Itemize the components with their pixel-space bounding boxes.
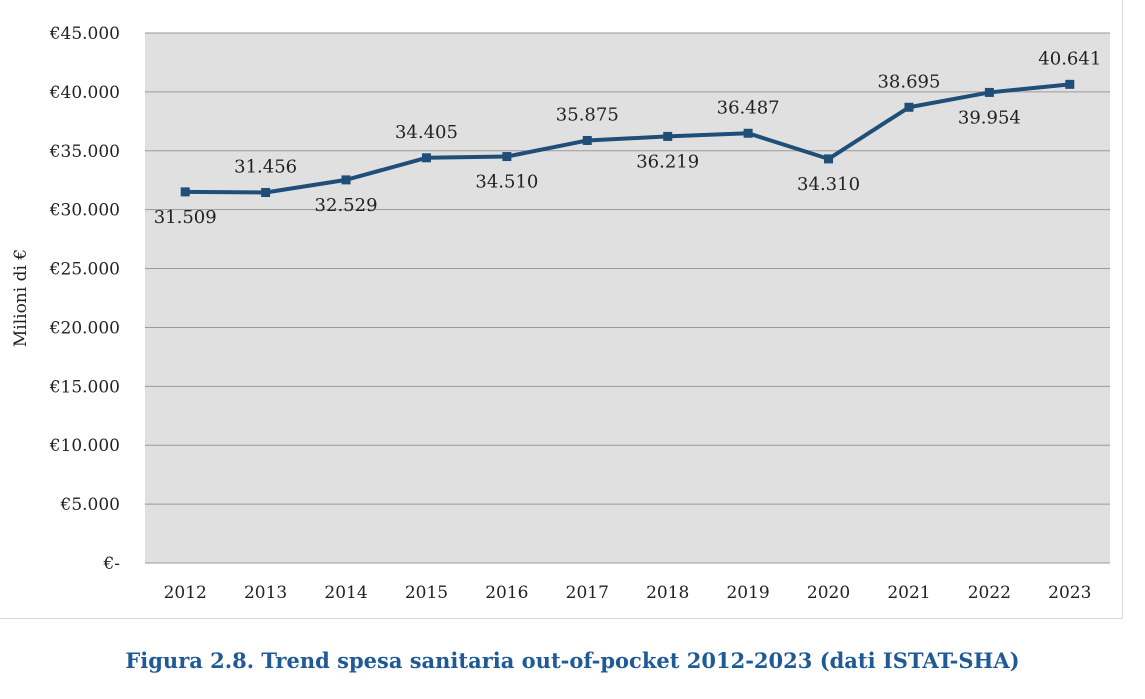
y-tick-label: €30.000 (49, 201, 120, 221)
y-axis-ticks: €- €5.000 €10.000 €15.000 €20.000 €25.000 €30.… (49, 24, 120, 574)
data-point-marker (1065, 79, 1075, 89)
y-tick-label: €40.000 (49, 83, 120, 103)
data-point-marker (582, 135, 592, 145)
y-tick-label: €35.000 (49, 142, 120, 162)
x-tick-label: 2014 (324, 583, 367, 603)
data-label: 34.510 (475, 172, 538, 193)
line-chart: €- €5.000 €10.000 €15.000 €20.000 €25.000 €30.… (11, 24, 1110, 603)
y-tick-label: €- (102, 554, 120, 574)
data-label: 38.695 (877, 71, 940, 92)
y-tick-label: €25.000 (49, 260, 120, 280)
series-layer: 31.509 31.456 32.529 34.405 34.510 35.875 36.2… (154, 48, 1102, 228)
data-point-marker (341, 175, 351, 185)
x-tick-label: 2012 (164, 583, 207, 603)
data-point-marker (502, 152, 512, 162)
y-axis-label: Milioni di € (11, 249, 31, 347)
data-point-marker (824, 154, 834, 164)
y-tick-label: €5.000 (60, 495, 120, 515)
data-point-marker (663, 131, 673, 141)
x-tick-label: 2013 (244, 583, 287, 603)
y-tick-label: €20.000 (49, 318, 120, 338)
series-line (185, 82, 1070, 195)
data-point-marker (180, 187, 190, 197)
data-label: 31.456 (234, 157, 297, 178)
data-point-marker (261, 188, 271, 198)
data-point-marker (984, 87, 994, 97)
data-label: 36.487 (717, 97, 780, 118)
data-label: 31.509 (154, 207, 217, 228)
data-label: 39.954 (958, 107, 1021, 128)
y-tick-label: €45.000 (49, 24, 120, 44)
chart-frame: €- €5.000 €10.000 €15.000 €20.000 €25.000 €30.… (0, 0, 1123, 619)
data-label: 36.219 (636, 151, 699, 172)
data-label: 35.875 (556, 104, 619, 125)
x-tick-label: 2021 (887, 583, 930, 603)
data-point-marker (421, 153, 431, 163)
y-tick-label: €10.000 (49, 436, 120, 456)
data-label: 32.529 (315, 195, 378, 216)
x-tick-label: 2023 (1048, 583, 1091, 603)
x-tick-label: 2020 (807, 583, 850, 603)
figure-caption: Figura 2.8. Trend spesa sanitaria out-of… (125, 648, 1020, 673)
data-point-marker (904, 102, 914, 112)
data-point-marker (743, 128, 753, 138)
x-tick-label: 2017 (566, 583, 609, 603)
x-tick-label: 2022 (968, 583, 1011, 603)
data-label: 34.405 (395, 122, 458, 143)
x-tick-label: 2018 (646, 583, 689, 603)
data-label: 40.641 (1038, 48, 1101, 69)
x-axis-ticks: 2012 2013 2014 2015 2016 2017 2018 2019 2020 2021… (164, 583, 1092, 603)
x-tick-label: 2019 (726, 583, 769, 603)
plot-area (145, 33, 1110, 563)
x-tick-label: 2015 (405, 583, 448, 603)
data-label: 34.310 (797, 174, 860, 195)
gridlines (145, 32, 1110, 564)
y-tick-label: €15.000 (49, 377, 120, 397)
x-tick-label: 2016 (485, 583, 528, 603)
